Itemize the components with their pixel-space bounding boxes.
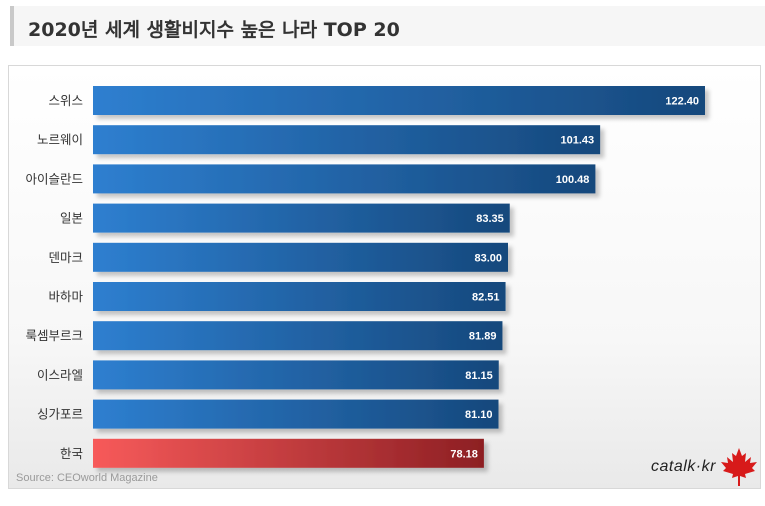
- category-label: 스위스: [48, 93, 83, 108]
- category-label: 바하마: [48, 289, 83, 304]
- value-label: 83.00: [474, 252, 502, 264]
- value-label: 122.40: [665, 96, 699, 108]
- bar: [93, 125, 601, 155]
- value-label: 101.43: [560, 135, 594, 147]
- category-label: 노르웨이: [37, 132, 83, 147]
- bar: [93, 282, 506, 311]
- value-label: 83.35: [476, 213, 504, 225]
- maple-leaf-icon: [721, 448, 757, 486]
- bar: [93, 86, 705, 115]
- chart-title: 2020년 세계 생활비지수 높은 나라 TOP 20: [28, 19, 400, 41]
- bar: [93, 203, 510, 233]
- bar: [93, 164, 596, 194]
- value-label: 81.10: [465, 409, 493, 421]
- category-label: 덴마크: [48, 250, 83, 265]
- bar-highlight: [93, 438, 484, 468]
- category-label: 일본: [60, 211, 83, 226]
- category-label: 아이슬란드: [25, 171, 83, 186]
- bar: [93, 242, 508, 272]
- value-label: 82.51: [472, 292, 500, 304]
- bar: [93, 360, 499, 390]
- category-label: 한국: [60, 446, 83, 461]
- bar: [93, 321, 503, 351]
- category-label: 이스라엘: [37, 367, 83, 382]
- chart-area: 스위스 122.40 노르웨이 101.43 아이슬란드 100.48 일본 83.35 덴마크…: [8, 65, 761, 489]
- value-label: 100.48: [556, 174, 590, 186]
- value-label: 81.15: [465, 370, 493, 382]
- bar: [93, 399, 499, 429]
- category-label: 싱가포르: [37, 407, 83, 422]
- category-label: 룩셈부르크: [25, 328, 83, 343]
- value-label: 78.18: [450, 448, 478, 460]
- bar-chart: 스위스 122.40 노르웨이 101.43 아이슬란드 100.48 일본 83.35 덴마크…: [25, 86, 705, 468]
- title-banner: 2020년 세계 생활비지수 높은 나라 TOP 20: [10, 6, 765, 46]
- site-logo: catalk·kr: [651, 458, 716, 475]
- source-note: Source: CEOworld Magazine: [16, 472, 158, 484]
- value-label: 81.89: [469, 331, 497, 343]
